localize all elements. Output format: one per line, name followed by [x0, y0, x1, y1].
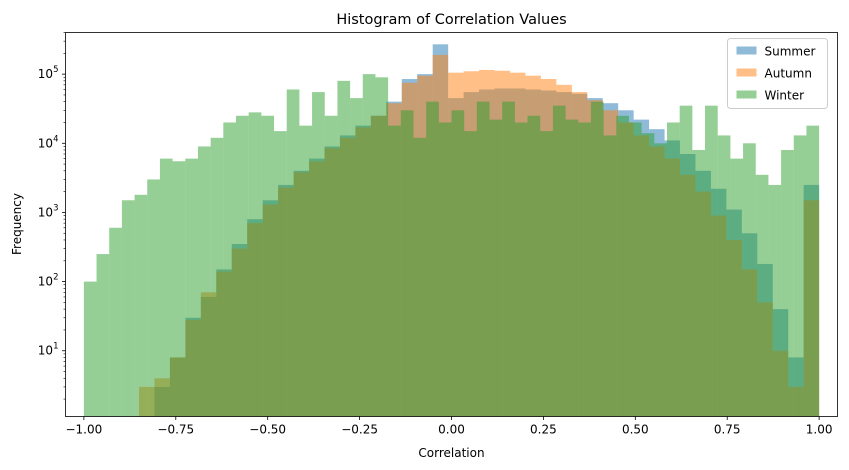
histogram-bar [96, 254, 110, 417]
x-tick-label: 0.25 [530, 423, 557, 437]
x-tick-label: −1.00 [65, 423, 102, 437]
y-tick-label: 104 [38, 134, 59, 150]
histogram-bar [438, 122, 452, 417]
histogram-bar [134, 194, 148, 417]
histogram-bar [527, 115, 541, 417]
histogram-bar [476, 101, 490, 417]
x-tick-label: 1.00 [806, 423, 833, 437]
histogram-bar [717, 135, 731, 417]
legend: Summer Autumn Winter [727, 38, 828, 109]
histogram-bar [565, 119, 579, 417]
histogram-bar [451, 110, 465, 417]
x-axis-title: Correlation [418, 446, 484, 460]
y-tick-label: 102 [38, 273, 59, 289]
histogram-bar [514, 122, 528, 417]
histogram-bar [667, 122, 680, 417]
histogram-bar [781, 149, 794, 417]
histogram-bar [616, 115, 629, 417]
histogram-bar [375, 77, 389, 417]
histogram-bar [324, 115, 338, 417]
histogram-bar [299, 125, 313, 417]
y-axis-title: Frequency [10, 193, 24, 255]
histogram-bar [147, 179, 160, 417]
legend-label: Winter [765, 89, 805, 103]
legend-swatch [736, 68, 757, 77]
histogram-bar [793, 135, 807, 417]
histogram-bar [489, 119, 503, 417]
histogram-bar [552, 105, 566, 417]
histogram-bar [413, 137, 427, 417]
histogram-bar [185, 158, 198, 417]
histogram-bar [261, 115, 275, 417]
histogram-bar [730, 158, 744, 417]
histogram-bar [578, 122, 591, 417]
histogram-bar [603, 135, 617, 417]
histogram-bar [806, 125, 820, 417]
y-tick-label: 101 [38, 342, 59, 358]
x-tick-label: 0.00 [438, 423, 465, 437]
legend-swatch [736, 46, 757, 55]
histogram-bar [83, 281, 97, 417]
histogram-bar [388, 125, 401, 417]
plot-frame [65, 32, 838, 417]
histogram-bar [426, 101, 439, 417]
histogram-bar [400, 110, 414, 417]
histogram-bar [350, 98, 363, 417]
histogram-bar [172, 161, 186, 417]
histogram-bar [121, 200, 135, 417]
histogram-bar [223, 122, 236, 417]
x-tick-label: −0.50 [249, 423, 286, 437]
histogram-bar [236, 115, 249, 417]
x-tick-label: −0.75 [157, 423, 194, 437]
histogram-bar [743, 143, 756, 417]
y-tick-label: 105 [38, 65, 59, 81]
histogram-bar [679, 105, 693, 417]
histogram-bar [705, 105, 718, 417]
histogram-bar [464, 131, 477, 417]
histogram-bar [755, 174, 769, 417]
histogram-bar [197, 146, 211, 417]
histogram-bar [286, 89, 300, 417]
y-axis: 101 102 103 104 105 [38, 32, 66, 400]
histogram-bar [768, 184, 782, 417]
histogram-bar [210, 137, 224, 417]
series-winter [83, 74, 820, 417]
histogram-bar [159, 158, 173, 417]
legend-swatch [736, 90, 757, 99]
histogram-bar [274, 131, 287, 417]
histogram-bar [692, 149, 706, 417]
histogram-bar [641, 133, 655, 417]
histogram-bar [540, 131, 553, 417]
x-tick-label: −0.25 [341, 423, 378, 437]
legend-label: Summer [765, 45, 816, 59]
x-axis: −1.00 −0.75 −0.50 −0.25 0.00 0.25 0.50 0.75 1.00 [65, 416, 833, 437]
chart-title: Histogram of Correlation Values [336, 12, 566, 28]
histogram-bar [109, 227, 122, 417]
histogram-bar [590, 101, 604, 417]
histogram-bar [628, 122, 642, 417]
histogram-bar [248, 112, 262, 417]
x-tick-label: 0.50 [622, 423, 649, 437]
x-tick-label: 0.75 [714, 423, 741, 437]
legend-label: Autumn [765, 67, 812, 81]
plot-bars [83, 44, 820, 417]
histogram-bar [362, 74, 376, 417]
histogram-bar [337, 80, 351, 417]
histogram-bar [312, 92, 325, 417]
histogram-bar [654, 143, 667, 417]
y-tick-label: 103 [38, 203, 59, 219]
histogram-bar [502, 101, 515, 417]
